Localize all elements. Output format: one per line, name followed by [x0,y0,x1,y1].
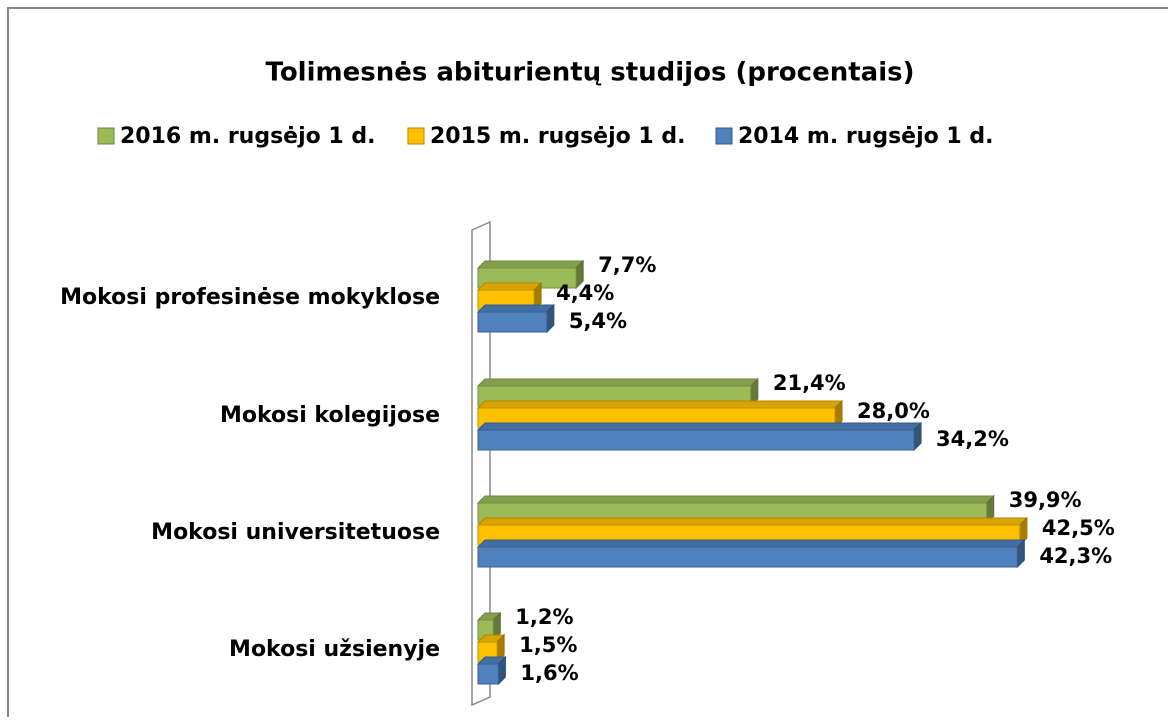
bar [476,655,507,686]
plot-wall [471,220,491,707]
bar-face [476,282,543,291]
data-label: 42,5% [1042,516,1115,540]
bar-face [476,495,995,504]
category-label: Mokosi užsienyje [229,637,440,662]
data-label: 1,6% [520,661,578,685]
bar-face [476,304,556,313]
bar [476,421,923,452]
data-label: 42,3% [1039,544,1112,568]
chart-title: Tolimesnės abiturientų studijos (procent… [266,58,915,88]
bar-face [477,546,1018,568]
legend-swatch [715,127,733,145]
bar-face [476,400,844,409]
legend-label: 2015 m. rugsėjo 1 d. [430,124,686,149]
data-label: 28,0% [857,399,930,423]
bar [476,538,1026,569]
bar-face [476,517,1029,526]
legend-swatch [97,127,115,145]
bar-face [476,539,1026,548]
bar-face [476,378,760,387]
bar-face [476,422,923,431]
bar-face [477,663,499,685]
data-label: 5,4% [569,309,627,333]
category-label: Mokosi profesinėse mokyklose [60,285,440,310]
data-label: 1,5% [519,633,577,657]
legend-label: 2014 m. rugsėjo 1 d. [738,124,994,149]
bar [476,633,506,664]
legend-swatch [407,127,425,145]
chart-frame [7,7,1168,721]
bar [476,611,502,642]
legend-label: 2016 m. rugsėjo 1 d. [120,124,376,149]
data-label: 21,4% [773,371,846,395]
data-label: 34,2% [936,427,1009,451]
category-label: Mokosi kolegijose [220,403,440,428]
bar [476,303,556,334]
data-label: 7,7% [598,253,656,277]
data-label: 4,4% [556,281,614,305]
data-label: 39,9% [1009,488,1082,512]
bar-face [477,429,915,451]
bar-face [476,260,585,269]
data-label: 1,2% [515,605,573,629]
bar-face [477,311,548,333]
category-label: Mokosi universitetuose [151,520,440,545]
